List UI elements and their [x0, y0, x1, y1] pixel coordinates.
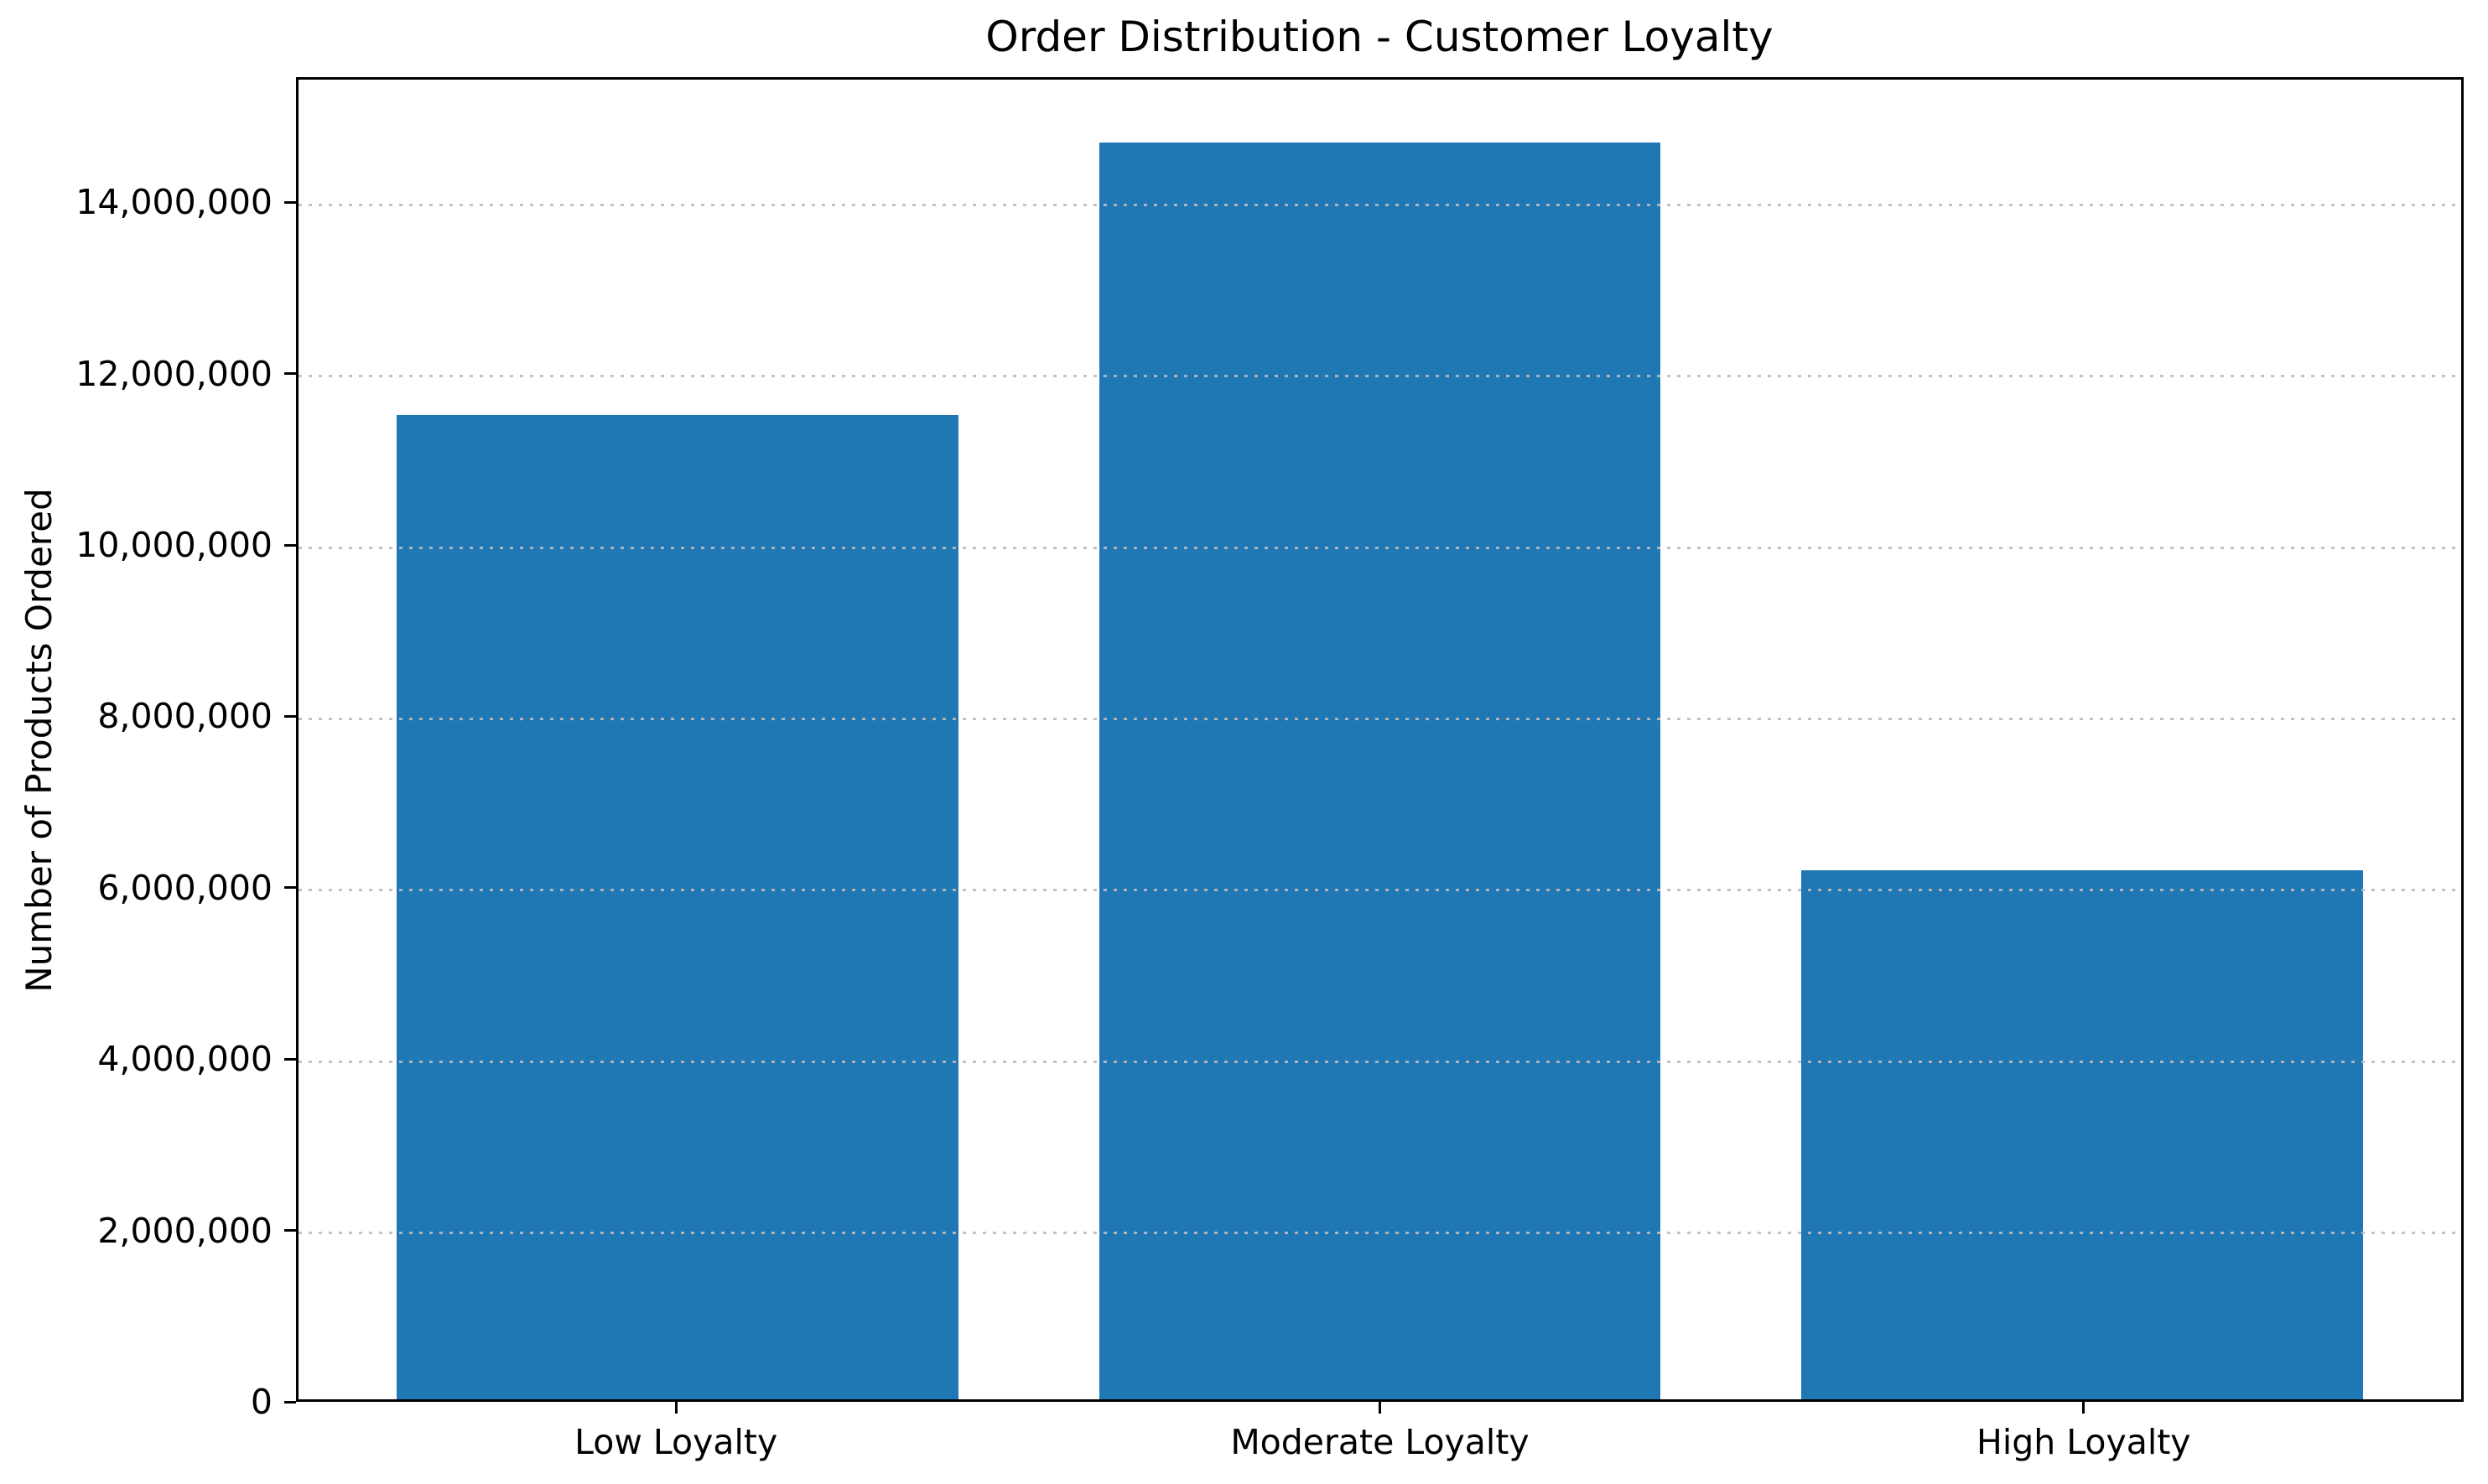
y-tick-6000000 [284, 886, 296, 890]
y-tick-label-6000000: 6,000,000 [97, 867, 273, 908]
x-tick-moderate-loyalty [1379, 1402, 1381, 1414]
y-tick-label-2000000: 2,000,000 [97, 1210, 273, 1251]
y-tick-14000000 [284, 200, 296, 204]
x-tick-label-high-loyalty: High Loyalty [1976, 1422, 2191, 1462]
x-tick-label-low-loyalty: Low Loyalty [574, 1422, 778, 1462]
y-tick-label-0: 0 [250, 1382, 273, 1422]
bar-moderate-loyalty [1099, 143, 1661, 1399]
x-tick-low-loyalty [674, 1402, 678, 1414]
y-tick-label-4000000: 4,000,000 [97, 1039, 273, 1080]
y-tick-2000000 [284, 1229, 296, 1232]
bar-low-loyalty [397, 415, 959, 1399]
y-tick-10000000 [284, 543, 296, 547]
bars-layer [299, 80, 2461, 1399]
y-tick-8000000 [284, 714, 296, 718]
x-tick-high-loyalty [2082, 1402, 2085, 1414]
plot-area [296, 77, 2464, 1402]
y-tick-12000000 [284, 372, 296, 376]
y-tick-label-12000000: 12,000,000 [75, 353, 273, 394]
y-tick-label-10000000: 10,000,000 [75, 525, 273, 565]
x-tick-label-moderate-loyalty: Moderate Loyalty [1230, 1422, 1530, 1462]
bar-high-loyalty [1800, 869, 2363, 1399]
y-tick-4000000 [284, 1057, 296, 1061]
y-tick-label-14000000: 14,000,000 [75, 182, 273, 223]
chart-title: Order Distribution - Customer Loyalty [985, 13, 1774, 61]
y-tick-0 [284, 1400, 296, 1404]
y-tick-label-8000000: 8,000,000 [97, 696, 273, 737]
